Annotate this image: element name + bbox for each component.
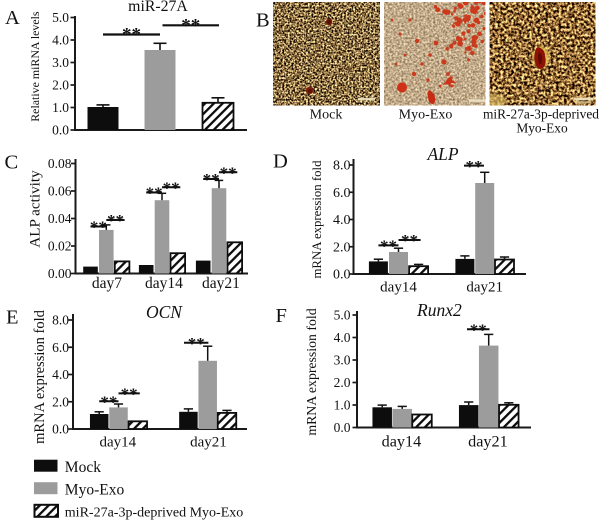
svg-text:0.06: 0.06 xyxy=(48,184,72,199)
svg-text:Myo-Exo: Myo-Exo xyxy=(399,108,453,123)
svg-text:1.0: 1.0 xyxy=(334,398,351,413)
svg-text:B: B xyxy=(256,9,270,31)
svg-text:day21: day21 xyxy=(202,275,240,292)
svg-text:**: ** xyxy=(380,237,397,256)
svg-text:0.08: 0.08 xyxy=(48,156,72,171)
svg-text:day14: day14 xyxy=(380,280,417,296)
svg-text:**: ** xyxy=(203,170,220,189)
svg-text:5.0: 5.0 xyxy=(334,308,351,323)
svg-text:**: ** xyxy=(470,321,487,340)
svg-text:mRNA expression fold: mRNA expression fold xyxy=(304,308,319,435)
svg-text:OCN: OCN xyxy=(146,302,183,322)
svg-text:**: ** xyxy=(107,211,124,230)
svg-text:mRNA expression fold: mRNA expression fold xyxy=(310,160,324,279)
svg-text:**: ** xyxy=(188,334,205,353)
svg-text:0.00: 0.00 xyxy=(48,266,72,281)
svg-text:day14: day14 xyxy=(145,275,183,292)
svg-text:day14: day14 xyxy=(382,433,422,451)
svg-text:**: ** xyxy=(121,385,138,404)
svg-text:4.0: 4.0 xyxy=(334,330,351,345)
svg-text:Myo-Exo: Myo-Exo xyxy=(65,481,125,498)
svg-text:miR-27A: miR-27A xyxy=(128,0,188,15)
svg-text:6.0: 6.0 xyxy=(333,186,351,201)
svg-text:**: ** xyxy=(466,157,483,176)
svg-text:2.0: 2.0 xyxy=(334,375,351,390)
svg-text:2.0: 2.0 xyxy=(52,78,69,93)
svg-text:0.02: 0.02 xyxy=(48,239,72,254)
svg-text:0.0: 0.0 xyxy=(52,422,69,437)
svg-text:ALP activity: ALP activity xyxy=(27,170,44,248)
svg-text:F: F xyxy=(276,305,287,327)
svg-text:day21: day21 xyxy=(466,280,503,296)
svg-text:8.0: 8.0 xyxy=(52,313,69,328)
svg-text:**: ** xyxy=(181,16,200,37)
svg-text:day21: day21 xyxy=(190,435,227,451)
svg-text:day14: day14 xyxy=(99,435,136,451)
svg-text:D: D xyxy=(273,151,288,173)
svg-text:**: ** xyxy=(122,25,141,46)
svg-text:0.0: 0.0 xyxy=(334,420,351,435)
svg-text:Runx2: Runx2 xyxy=(416,300,462,320)
svg-text:**: ** xyxy=(90,218,107,237)
svg-text:Myo-Exo: Myo-Exo xyxy=(516,121,568,136)
svg-text:**: ** xyxy=(220,164,237,183)
svg-text:**: ** xyxy=(401,231,418,250)
svg-text:E: E xyxy=(6,307,19,329)
svg-text:3.0: 3.0 xyxy=(52,55,69,70)
svg-text:**: ** xyxy=(100,393,117,412)
svg-text:4.0: 4.0 xyxy=(52,367,69,382)
svg-text:A: A xyxy=(5,7,20,29)
svg-text:4.0: 4.0 xyxy=(333,213,351,228)
svg-text:0.0: 0.0 xyxy=(52,123,69,138)
svg-text:**: ** xyxy=(163,178,180,197)
svg-text:day7: day7 xyxy=(92,275,122,292)
svg-text:4.0: 4.0 xyxy=(52,33,69,48)
svg-text:0.04: 0.04 xyxy=(48,211,72,226)
svg-text:1.0: 1.0 xyxy=(52,100,69,115)
svg-text:Mock: Mock xyxy=(310,108,343,123)
svg-text:miR-27a-3p-deprived: miR-27a-3p-deprived xyxy=(483,107,599,122)
svg-text:5.0: 5.0 xyxy=(52,10,69,25)
svg-text:day21: day21 xyxy=(468,433,508,451)
svg-text:C: C xyxy=(5,151,19,173)
svg-text:Mock: Mock xyxy=(65,459,101,476)
svg-text:ALP: ALP xyxy=(426,144,458,164)
svg-text:2.0: 2.0 xyxy=(333,240,351,255)
svg-text:0.0: 0.0 xyxy=(333,268,351,283)
svg-text:2.0: 2.0 xyxy=(52,394,69,409)
svg-text:6.0: 6.0 xyxy=(52,340,69,355)
svg-text:**: ** xyxy=(146,184,163,203)
svg-text:3.0: 3.0 xyxy=(334,353,351,368)
svg-text:mRNA expression fold: mRNA expression fold xyxy=(32,309,48,443)
svg-text:8.0: 8.0 xyxy=(333,159,351,174)
svg-text:miR-27a-3p-deprived Myo-Exo: miR-27a-3p-deprived Myo-Exo xyxy=(65,506,243,521)
svg-text:Relative miRNA levels: Relative miRNA levels xyxy=(28,11,42,122)
